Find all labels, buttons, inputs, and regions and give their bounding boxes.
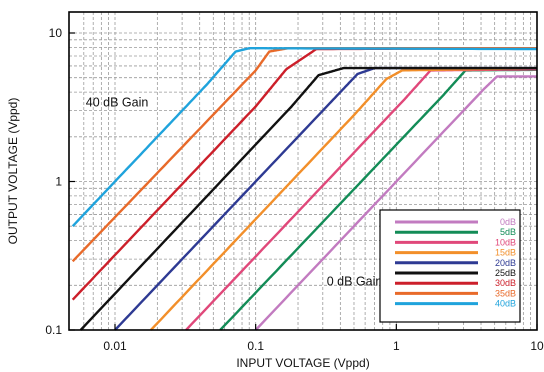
legend-label: 30dB <box>495 278 516 288</box>
legend-label: 0dB <box>500 217 516 227</box>
x-tick-label: 0.1 <box>247 339 264 353</box>
tick-labels: 0.01 0.1 1 10 0.1 1 10 <box>45 26 544 353</box>
legend-label: 40dB <box>495 299 516 309</box>
y-tick-label: 0.1 <box>45 323 62 337</box>
x-tick-label: 10 <box>530 339 544 353</box>
legend-label: 20dB <box>495 258 516 268</box>
x-tick-label: 0.01 <box>103 339 127 353</box>
legend-label: 10dB <box>495 237 516 247</box>
y-axis-label: OUTPUT VOLTAGE (Vppd) <box>6 98 20 245</box>
series-line-0db <box>254 75 538 331</box>
legend-label: 15dB <box>495 248 516 258</box>
y-tick-label: 10 <box>49 26 63 40</box>
series-lines <box>71 47 538 331</box>
plot-frame <box>68 11 538 331</box>
legend-label: 25dB <box>495 268 516 278</box>
x-axis-label: INPUT VOLTAGE (Vppd) <box>236 356 369 370</box>
legend-label: 35dB <box>495 288 516 298</box>
series-line-40db <box>71 47 537 228</box>
series-line-25db <box>79 66 537 331</box>
axis-ticks <box>69 32 538 331</box>
legend-label: 5dB <box>500 227 516 237</box>
series-line-15db <box>150 66 538 331</box>
x-tick-label: 1 <box>393 339 400 353</box>
annotation-0db-gain: 0 dB Gain <box>327 274 383 288</box>
annotation-40db-gain: 40 dB Gain <box>86 95 149 109</box>
y-tick-label: 1 <box>55 175 62 189</box>
